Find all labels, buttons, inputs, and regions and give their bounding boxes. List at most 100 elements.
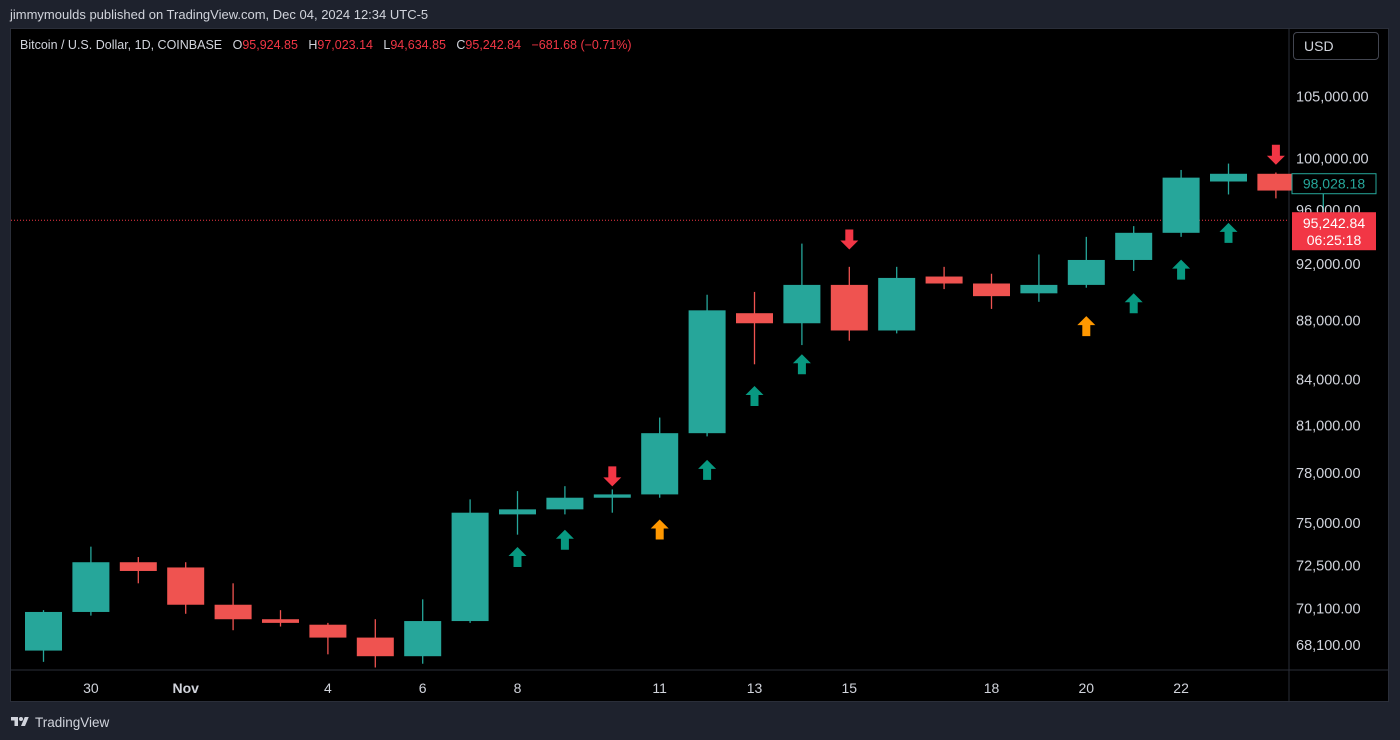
candle	[451, 499, 489, 623]
x-tick-label: 8	[514, 680, 522, 696]
signal-arrow-up-icon	[1219, 222, 1238, 243]
open-value: 95,924.85	[242, 38, 298, 52]
y-tick-label: 100,000.00	[1296, 152, 1369, 168]
candle	[1162, 169, 1200, 237]
candle	[404, 599, 442, 664]
candle-body	[1162, 177, 1200, 233]
candle-body	[593, 494, 631, 498]
currency-button[interactable]: USD	[1293, 32, 1379, 60]
current-price-label: 95,242.84	[1303, 215, 1365, 231]
candle-body	[1210, 173, 1247, 182]
signal-arrow-up-icon	[555, 529, 574, 550]
candle	[1257, 172, 1295, 199]
candle-body	[1067, 259, 1105, 285]
x-tick-label: 30	[83, 680, 99, 696]
signal-arrow-down-icon	[840, 229, 859, 250]
y-tick-label: 105,000.00	[1296, 90, 1369, 106]
close-key: C	[456, 38, 466, 52]
candle	[830, 266, 868, 341]
symbol-name[interactable]: Bitcoin / U.S. Dollar, 1D, COINBASE	[20, 38, 223, 52]
signal-arrow-up-icon	[650, 519, 669, 540]
signal-arrow-up-icon	[792, 354, 811, 375]
candle	[1020, 254, 1058, 302]
signal-arrow-up-icon	[1172, 259, 1191, 280]
close-value: 95,242.84	[465, 38, 522, 52]
published-header: jimmymoulds published on TradingView.com…	[10, 7, 429, 22]
candle-body	[736, 313, 773, 324]
candle-body	[878, 277, 916, 331]
x-tick-label: 13	[747, 680, 763, 696]
x-tick-label: Nov	[172, 680, 199, 696]
last-close-label: 98,028.18	[1303, 176, 1365, 192]
footer-brand[interactable]: TradingView	[35, 714, 110, 730]
candle-body	[1257, 173, 1295, 191]
footer: TradingView	[10, 712, 109, 732]
x-tick-label: 18	[984, 680, 1000, 696]
candle	[1115, 226, 1153, 271]
y-tick-label: 70,100.00	[1296, 601, 1361, 617]
candle	[214, 583, 252, 631]
candle	[641, 417, 679, 498]
candle-body	[262, 619, 299, 623]
candle-body	[309, 624, 347, 638]
x-tick-label: 15	[842, 680, 858, 696]
x-tick-label: 11	[652, 680, 667, 696]
y-tick-label: 88,000.00	[1296, 313, 1361, 329]
x-tick-label: 20	[1079, 680, 1095, 696]
signal-arrow-down-icon	[603, 466, 622, 487]
high-key: H	[308, 38, 318, 52]
x-tick-label: 6	[419, 680, 427, 696]
tradingview-logo-icon[interactable]	[10, 715, 30, 729]
candle	[1067, 236, 1105, 288]
y-tick-label: 78,000.00	[1296, 466, 1361, 482]
candle	[356, 619, 394, 668]
current-price-label-box	[1292, 212, 1376, 251]
candle-body	[214, 604, 252, 620]
y-tick-label: 72,500.00	[1296, 559, 1361, 575]
x-tick-label: 22	[1173, 680, 1189, 696]
candle-body	[72, 562, 110, 612]
candle	[593, 489, 631, 513]
candle	[119, 557, 157, 584]
candle	[736, 291, 773, 365]
chart-svg[interactable]: 68,100.00 70,100.00 72,500.00 75,000.00 78,0…	[11, 29, 1388, 701]
candle-body	[404, 621, 442, 657]
change-value: −681.68 (−0.71%)	[531, 38, 632, 52]
high-value: 97,023.14	[317, 38, 373, 52]
candle	[878, 266, 916, 334]
candle-body	[830, 284, 868, 331]
low-value: 94,634.85	[390, 38, 446, 52]
candle-body	[499, 509, 536, 515]
candle	[25, 610, 62, 662]
candle	[167, 562, 205, 614]
candle	[925, 266, 963, 290]
candle-body	[167, 567, 205, 605]
candle-body	[1115, 232, 1153, 260]
candle-body	[25, 611, 62, 651]
countdown-label: 06:25:18	[1307, 232, 1362, 248]
candle-body	[546, 497, 584, 510]
candle	[72, 546, 110, 616]
candle	[499, 491, 536, 535]
low-key: L	[383, 38, 391, 52]
last-close-label-box	[1291, 173, 1377, 195]
chart-frame[interactable]: 68,100.00 70,100.00 72,500.00 75,000.00 78,0…	[10, 28, 1389, 702]
x-tick-label: 4	[324, 680, 332, 696]
y-tick-label: 92,000.00	[1296, 257, 1361, 273]
open-key: O	[232, 38, 243, 52]
signal-arrow-up-icon	[1124, 293, 1143, 314]
candle	[973, 273, 1010, 309]
candle-body	[925, 276, 963, 284]
candle-body	[1020, 284, 1058, 294]
candle	[1210, 163, 1247, 195]
signal-arrow-up-icon	[698, 459, 717, 480]
ohlc-legend: Bitcoin / U.S. Dollar, 1D, COINBASE O95,…	[20, 38, 632, 52]
candle-body	[356, 637, 394, 657]
candle	[546, 486, 584, 515]
candle	[783, 243, 821, 346]
y-tick-label: 81,000.00	[1296, 418, 1361, 434]
y-tick-label: 68,100.00	[1296, 638, 1361, 654]
signal-arrow-down-icon	[1266, 144, 1285, 165]
candle-body	[451, 512, 489, 622]
signal-arrow-up-icon	[1077, 316, 1096, 337]
